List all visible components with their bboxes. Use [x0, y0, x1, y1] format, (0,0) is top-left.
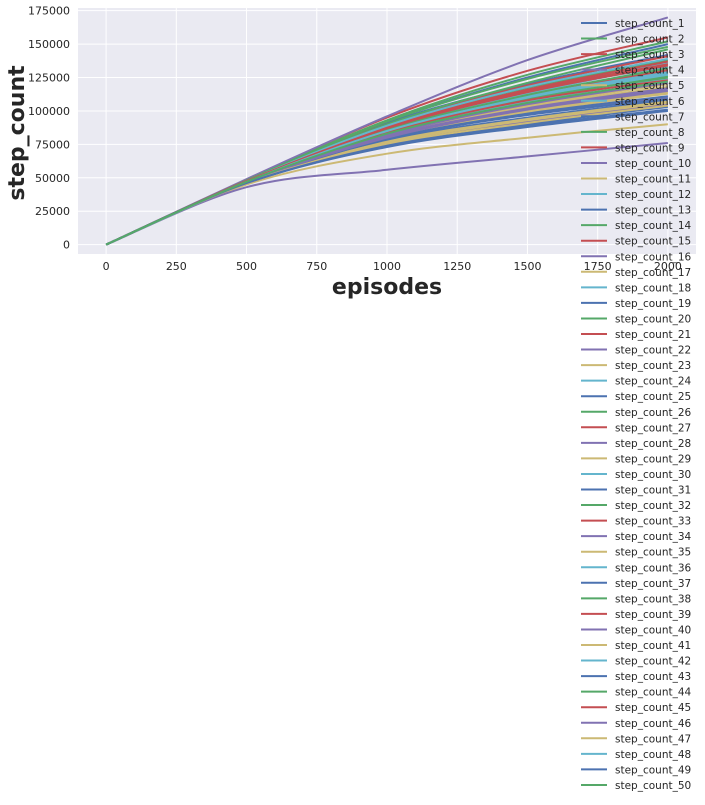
legend-label: step_count_25	[615, 391, 691, 403]
legend-label: step_count_45	[615, 702, 691, 714]
series-line-step_count_50	[105, 80, 669, 246]
legend-label: step_count_46	[615, 718, 692, 730]
legend-label: step_count_47	[615, 733, 691, 745]
y-tick-label: 0	[63, 239, 70, 252]
y-tick-label: 100000	[28, 105, 70, 118]
legend-label: step_count_6	[615, 96, 685, 108]
legend-label: step_count_20	[615, 313, 691, 325]
y-tick-label: 125000	[28, 72, 70, 85]
legend-label: step_count_26	[615, 407, 692, 419]
legend-label: step_count_15	[615, 236, 691, 248]
x-tick-label: 1750	[584, 260, 612, 273]
x-tick-label: 2000	[654, 260, 682, 273]
legend-label: step_count_9	[615, 142, 685, 154]
legend-label: step_count_28	[615, 438, 691, 450]
legend-label: step_count_2	[615, 34, 685, 46]
legend-label: step_count_33	[615, 516, 691, 528]
y-tick-label: 150000	[28, 38, 70, 51]
legend-label: step_count_8	[615, 127, 685, 139]
legend-label: step_count_18	[615, 282, 691, 294]
legend-label: step_count_22	[615, 345, 691, 357]
legend-label: step_count_41	[615, 640, 691, 652]
legend-label: step_count_50	[615, 780, 691, 792]
legend-label: step_count_27	[615, 422, 691, 434]
x-tick-label: 750	[306, 260, 327, 273]
legend-label: step_count_29	[615, 453, 691, 465]
x-tick-label: 500	[236, 260, 257, 273]
x-tick-label: 1000	[373, 260, 401, 273]
legend-label: step_count_49	[615, 764, 691, 776]
legend: step_count_1 step_count_2 step_count_3step…	[581, 18, 692, 792]
legend-label: step_count_44	[615, 687, 692, 699]
x-tick-label: 1500	[513, 260, 541, 273]
legend-label: step_count_43	[615, 671, 691, 683]
legend-label: step_count_31	[615, 485, 691, 497]
legend-label: step_count_39	[615, 609, 691, 621]
legend-label: step_count_7	[615, 111, 685, 123]
legend-label: step_count_34	[615, 531, 692, 543]
legend-label: step_count_12	[615, 189, 691, 201]
x-tick-label: 1250	[443, 260, 471, 273]
grid	[78, 8, 696, 254]
legend-label: step_count_5	[615, 80, 685, 92]
legend-label: step_count_24	[615, 376, 692, 388]
legend-label: step_count_32	[615, 500, 691, 512]
legend-label: step_count_35	[615, 547, 691, 559]
x-axis-label: episodes	[332, 275, 442, 300]
legend-label: step_count_48	[615, 749, 691, 761]
legend-label: step_count_38	[615, 593, 691, 605]
legend-label: step_count_40	[615, 624, 691, 636]
legend-label: step_count_13	[615, 205, 691, 217]
x-axis-ticks: 0 250 500 750 1000 1250 1500 1750 2000	[103, 260, 682, 273]
legend-label: step_count_3	[615, 49, 685, 61]
legend-label: step_count_4	[615, 65, 685, 77]
legend-label: step_count_11	[615, 174, 691, 186]
x-tick-label: 250	[166, 260, 187, 273]
y-tick-label: 175000	[28, 5, 70, 18]
y-axis-ticks: 0 25000 50000 75000 100000 125000 150000 175000	[28, 5, 70, 252]
legend-label: step_count_30	[615, 469, 691, 481]
legend-label: step_count_17	[615, 267, 691, 279]
y-tick-label: 75000	[35, 138, 70, 151]
y-tick-label: 25000	[35, 205, 70, 218]
legend-label: step_count_37	[615, 578, 691, 590]
legend-label: step_count_19	[615, 298, 691, 310]
legend-label: step_count_1	[615, 18, 685, 30]
series-lines	[105, 16, 669, 246]
y-axis-label: step_count	[5, 65, 30, 201]
legend-label: step_count_16	[615, 251, 692, 263]
legend-label: step_count_10	[615, 158, 691, 170]
legend-label: step_count_23	[615, 360, 691, 372]
legend-label: step_count_14	[615, 220, 692, 232]
legend-label: step_count_36	[615, 562, 692, 574]
legend-label: step_count_42	[615, 656, 691, 668]
legend-label: step_count_21	[615, 329, 691, 341]
x-tick-label: 0	[103, 260, 110, 273]
y-tick-label: 50000	[35, 172, 70, 185]
